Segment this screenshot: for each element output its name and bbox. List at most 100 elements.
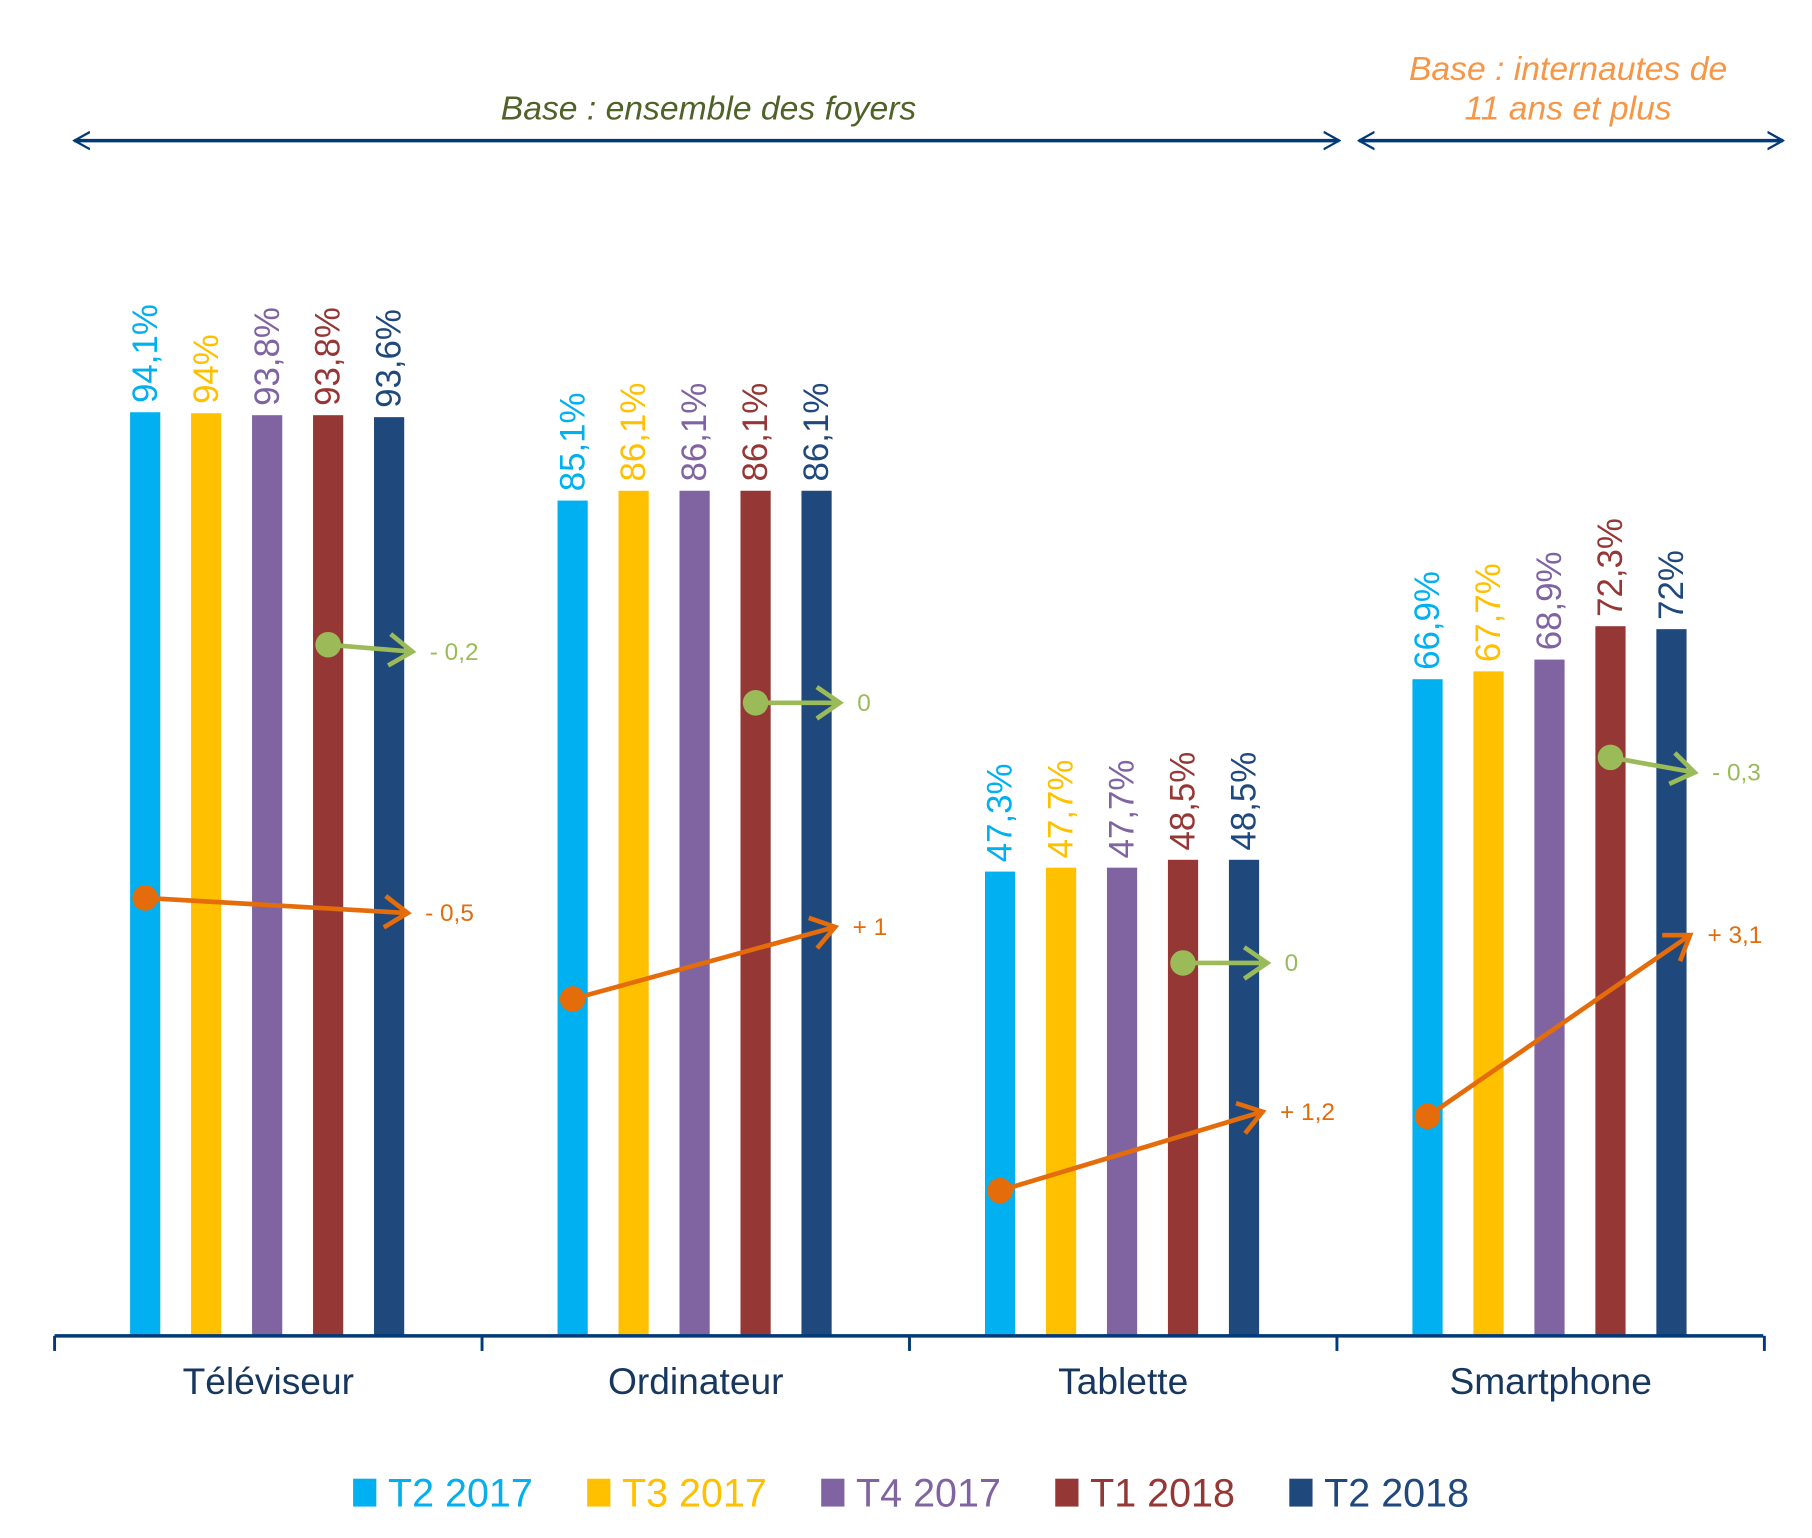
bar <box>1167 859 1199 1336</box>
arrowhead-icon <box>1662 932 1694 962</box>
data-label: 93,8% <box>309 307 348 406</box>
bar <box>313 415 344 1336</box>
annual-change-arrow-label: + 1,2 <box>1280 1099 1335 1126</box>
start-dot <box>742 690 769 716</box>
data-label: 94% <box>187 334 226 404</box>
data-label: 48,5% <box>1225 752 1264 851</box>
bars <box>130 412 1687 1336</box>
start-dot <box>559 986 586 1012</box>
data-label: 85,1% <box>553 393 592 492</box>
quarterly-change-arrow: 0 <box>1170 945 1299 981</box>
arrowhead-icon <box>815 685 844 721</box>
bar <box>130 412 161 1336</box>
value-labels: 94,1% 94% 93,8% 93,8% 93,6% 85,1% 86,1% 86,1% 86… <box>126 304 1691 862</box>
bar <box>374 417 405 1336</box>
data-label: 86,1% <box>614 383 653 482</box>
start-dot <box>315 631 341 658</box>
data-label: 93,8% <box>248 307 287 406</box>
bar <box>1656 629 1687 1336</box>
legend-label: T3 2017 <box>622 1472 767 1516</box>
quarterly-change-arrow: - 0,3 <box>1597 744 1761 787</box>
x-axis: Téléviseur Ordinateur Tablette Smartphone <box>53 1334 1766 1402</box>
start-dot <box>987 1177 1013 1204</box>
base-internet-label-line1: Base : internautes de <box>1409 51 1727 88</box>
data-label: 67,7% <box>1469 563 1508 662</box>
start-dot <box>132 885 158 911</box>
start-dot <box>1414 1103 1441 1130</box>
bar <box>191 413 222 1336</box>
data-label: 86,1% <box>675 383 714 482</box>
arrowhead-icon <box>1235 1100 1267 1135</box>
bar <box>618 490 649 1336</box>
legend-item: T2 2018 <box>1289 1472 1469 1516</box>
bar <box>1228 859 1260 1336</box>
bar <box>1534 659 1565 1336</box>
start-dot <box>1597 744 1624 771</box>
category-label: Tablette <box>1058 1360 1188 1402</box>
legend-item: T4 2017 <box>821 1472 1001 1516</box>
data-label: 94,1% <box>126 304 165 403</box>
legend-item: T3 2017 <box>587 1472 767 1516</box>
quarterly-change-arrow-label: 0 <box>1285 950 1299 977</box>
annual-change-arrow: + 3,1 <box>1414 922 1762 1130</box>
arrowhead-icon <box>382 894 412 930</box>
bar <box>1045 867 1077 1336</box>
quarterly-change-arrow-label: - 0,3 <box>1712 760 1761 787</box>
data-label: 72% <box>1652 550 1691 620</box>
bar <box>1106 867 1138 1336</box>
bar <box>557 500 588 1336</box>
data-label: 47,7% <box>1042 760 1081 859</box>
data-label: 86,1% <box>736 383 775 482</box>
annual-change-arrow-label: + 3,1 <box>1707 922 1762 949</box>
legend-swatch <box>587 1478 611 1507</box>
legend-item: T1 2018 <box>1055 1472 1235 1516</box>
bar <box>1473 671 1504 1336</box>
bar <box>740 490 771 1336</box>
arrowhead-icon <box>1242 945 1272 981</box>
legend-item: T2 2017 <box>353 1472 533 1516</box>
data-label: 72,3% <box>1591 518 1630 617</box>
annual-change-arrow-label: - 0,5 <box>425 900 474 927</box>
base-households-label: Base : ensemble des foyers <box>501 91 917 128</box>
base-households-bracket: Base : ensemble des foyers <box>74 91 1339 141</box>
legend-swatch <box>821 1478 845 1507</box>
annual-change-arrow: + 1 <box>559 914 888 1012</box>
arrowhead-icon <box>808 915 840 950</box>
annual-change-arrow-label: + 1 <box>853 914 888 941</box>
legend-label: T4 2017 <box>856 1472 1001 1516</box>
legend-label: T1 2018 <box>1090 1472 1235 1516</box>
base-internet-label-line2: 11 ans et plus <box>1464 91 1671 128</box>
bar <box>984 871 1016 1336</box>
data-label: 47,3% <box>981 764 1020 863</box>
quarterly-change-arrow-label: 0 <box>857 690 871 717</box>
data-label: 68,9% <box>1530 552 1569 651</box>
start-dot <box>1170 950 1196 976</box>
annual-change-arrow: + 1,2 <box>987 1099 1335 1204</box>
data-label: 66,9% <box>1408 571 1447 670</box>
data-label: 48,5% <box>1164 752 1203 851</box>
category-label: Smartphone <box>1449 1360 1651 1402</box>
arrowhead-icon <box>386 632 417 668</box>
change-arrows: - 0,5 - 0,2 + 1 0 + 1,2 0 + 3,1 - 0,3 <box>132 631 1762 1204</box>
annual-change-arrow: - 0,5 <box>132 885 474 930</box>
category-label: Téléviseur <box>183 1360 354 1402</box>
legend-swatch <box>353 1478 377 1507</box>
data-label: 86,1% <box>797 383 836 482</box>
legend-swatch <box>1055 1478 1079 1507</box>
bar <box>252 415 283 1336</box>
quarterly-change-arrow-label: - 0,2 <box>430 639 479 666</box>
quarterly-change-arrow: - 0,2 <box>315 631 479 668</box>
bar <box>1412 679 1443 1336</box>
bar <box>801 490 832 1336</box>
base-internet-bracket: Base : internautes de 11 ans et plus <box>1359 51 1783 140</box>
legend-label: T2 2018 <box>1324 1472 1469 1516</box>
quarterly-change-arrow: 0 <box>742 685 871 721</box>
legend-swatch <box>1289 1478 1313 1507</box>
bar <box>679 490 710 1336</box>
data-label: 47,7% <box>1103 760 1142 859</box>
data-label: 93,6% <box>370 309 409 408</box>
legend-label: T2 2017 <box>388 1472 533 1516</box>
category-label: Ordinateur <box>608 1360 784 1402</box>
legend: T2 2017 T3 2017 T4 2017 T1 2018 T2 2018 <box>353 1472 1469 1516</box>
